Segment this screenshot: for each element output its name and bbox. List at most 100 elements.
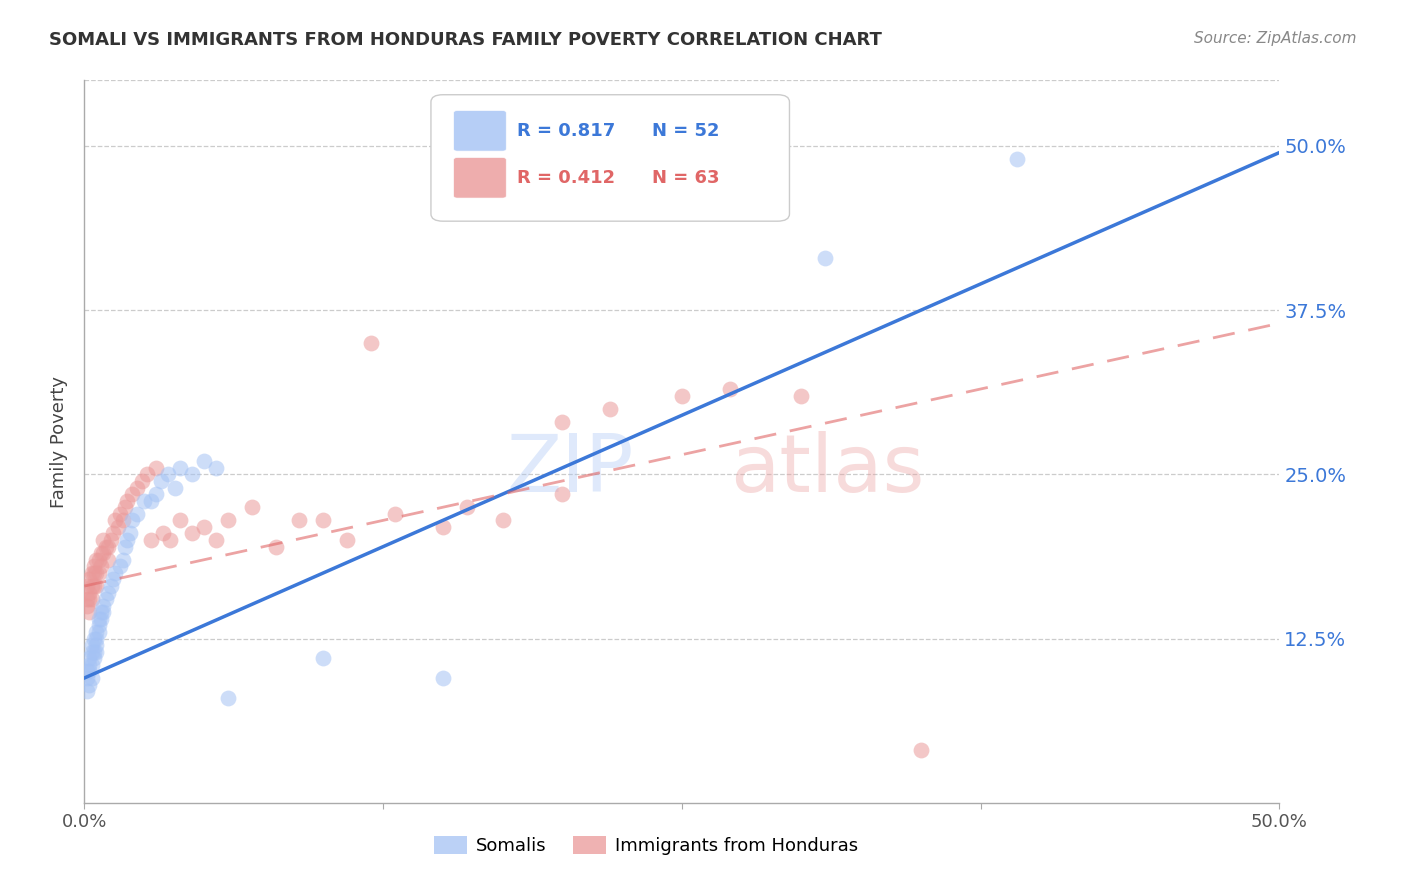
Point xyxy=(159,533,181,547)
Point xyxy=(240,500,263,515)
Point xyxy=(76,665,98,679)
Point xyxy=(86,638,108,652)
Point xyxy=(93,599,115,613)
Text: R = 0.412: R = 0.412 xyxy=(517,169,614,186)
Point xyxy=(76,592,98,607)
Point xyxy=(264,540,287,554)
Point xyxy=(83,651,105,665)
Point xyxy=(83,559,105,574)
Point xyxy=(83,632,105,646)
Point xyxy=(87,625,110,640)
Point xyxy=(125,507,148,521)
Point xyxy=(111,513,134,527)
Point xyxy=(169,513,191,527)
Point xyxy=(814,251,837,265)
Point xyxy=(87,618,110,632)
Point xyxy=(181,467,204,482)
Point xyxy=(93,546,115,560)
Point xyxy=(432,671,454,685)
Point xyxy=(384,507,406,521)
Point xyxy=(86,632,108,646)
Point xyxy=(551,487,574,501)
Text: N = 63: N = 63 xyxy=(652,169,720,186)
Point xyxy=(118,526,141,541)
Point xyxy=(93,605,115,619)
Point xyxy=(145,487,167,501)
Point xyxy=(80,579,103,593)
Point xyxy=(76,684,98,698)
Point xyxy=(90,546,112,560)
Point xyxy=(149,474,172,488)
Point xyxy=(312,651,335,665)
Point xyxy=(117,493,139,508)
Point xyxy=(90,559,112,574)
Text: ZIP: ZIP xyxy=(506,432,634,509)
Point xyxy=(599,401,621,416)
Point xyxy=(336,533,359,547)
Point xyxy=(104,513,127,527)
Point xyxy=(107,520,129,534)
Point xyxy=(152,526,174,541)
Point xyxy=(117,533,139,547)
Point xyxy=(80,671,103,685)
Point xyxy=(90,605,112,619)
Point xyxy=(101,573,124,587)
Point xyxy=(83,566,105,580)
Point xyxy=(94,540,117,554)
Point xyxy=(141,533,163,547)
Text: R = 0.817: R = 0.817 xyxy=(517,122,616,140)
Point xyxy=(97,585,120,599)
Point xyxy=(132,493,156,508)
Point xyxy=(77,665,100,679)
Point xyxy=(910,743,932,757)
Point xyxy=(790,388,813,402)
Point xyxy=(169,460,191,475)
Point xyxy=(77,605,100,619)
Point xyxy=(141,493,163,508)
Point xyxy=(76,599,98,613)
Point xyxy=(86,579,108,593)
Point xyxy=(86,645,108,659)
Point xyxy=(1005,152,1028,166)
Point xyxy=(205,533,228,547)
Point xyxy=(157,467,180,482)
Point xyxy=(90,612,112,626)
Point xyxy=(121,487,143,501)
Point xyxy=(77,592,100,607)
Point xyxy=(360,336,382,351)
Point xyxy=(87,612,110,626)
Point xyxy=(110,559,132,574)
Point xyxy=(80,645,103,659)
Point xyxy=(97,553,120,567)
Point xyxy=(121,513,143,527)
FancyBboxPatch shape xyxy=(454,158,506,198)
Text: atlas: atlas xyxy=(730,432,924,509)
Point xyxy=(193,454,215,468)
Point xyxy=(80,638,103,652)
Point xyxy=(135,467,157,482)
Point xyxy=(77,657,100,672)
Point xyxy=(87,566,110,580)
Point xyxy=(181,526,204,541)
Point xyxy=(111,553,134,567)
Point xyxy=(97,540,120,554)
Point xyxy=(551,415,574,429)
Point xyxy=(80,566,103,580)
Point xyxy=(76,671,98,685)
Point xyxy=(312,513,335,527)
Text: N = 52: N = 52 xyxy=(652,122,720,140)
Point xyxy=(165,481,187,495)
Point xyxy=(86,553,108,567)
Point xyxy=(77,585,100,599)
Point xyxy=(131,474,153,488)
FancyBboxPatch shape xyxy=(454,111,506,151)
Point xyxy=(114,540,136,554)
Point xyxy=(87,553,110,567)
Point xyxy=(145,460,167,475)
Text: SOMALI VS IMMIGRANTS FROM HONDURAS FAMILY POVERTY CORRELATION CHART: SOMALI VS IMMIGRANTS FROM HONDURAS FAMIL… xyxy=(49,31,882,49)
Text: Source: ZipAtlas.com: Source: ZipAtlas.com xyxy=(1194,31,1357,46)
Point xyxy=(671,388,693,402)
Point xyxy=(80,592,103,607)
Point xyxy=(83,645,105,659)
Point xyxy=(77,651,100,665)
